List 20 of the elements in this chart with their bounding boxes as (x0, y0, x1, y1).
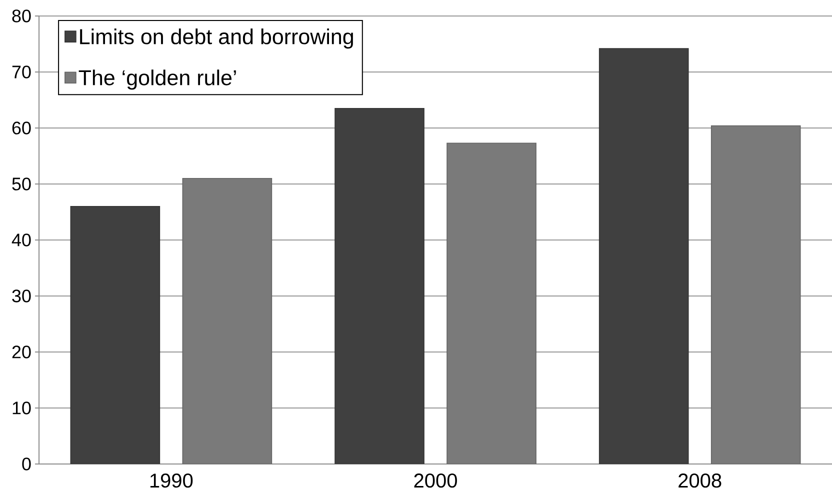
x-tick-label: 2008 (678, 474, 722, 488)
y-tick-label: 0 (22, 458, 31, 470)
legend-label: Limits on debt and borrowing (80, 28, 353, 49)
bar (334, 108, 424, 464)
y-tick-label: 60 (12, 122, 31, 134)
x-tick-label: 1990 (150, 474, 193, 488)
y-tick-label: 70 (12, 66, 31, 78)
y-tick-label: 40 (12, 234, 31, 246)
bar (182, 178, 272, 464)
bar (598, 48, 689, 464)
y-tick-label: 50 (12, 178, 31, 190)
bar (446, 142, 536, 464)
bar (70, 206, 160, 464)
y-tick-label: 10 (12, 402, 31, 414)
y-tick-label: 80 (12, 10, 31, 22)
y-tick-label: 30 (12, 290, 31, 302)
x-tick-label: 2000 (414, 474, 457, 488)
bar (710, 125, 801, 464)
legend-label: The ‘golden rule’ (78, 70, 236, 90)
y-tick-label: 20 (12, 346, 31, 358)
